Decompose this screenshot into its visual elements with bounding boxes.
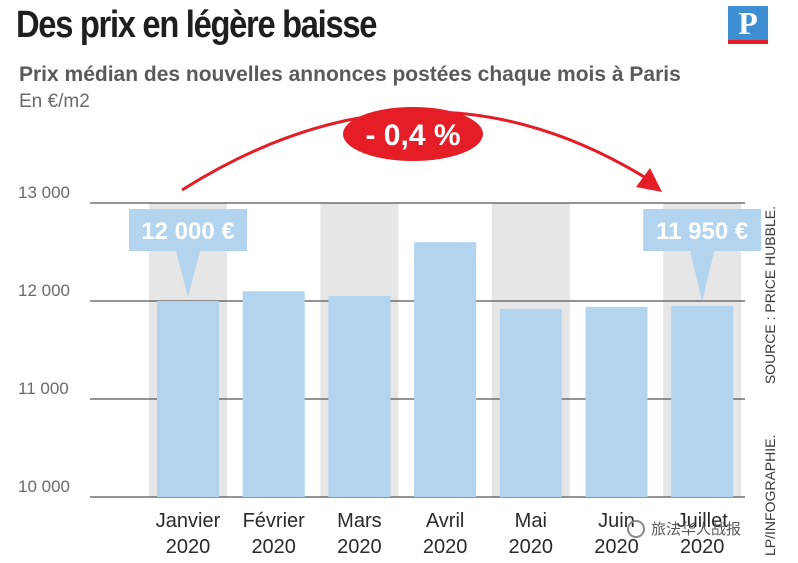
bars	[157, 242, 734, 497]
bar	[157, 301, 219, 497]
logo-letter: P	[738, 5, 758, 41]
change-badge-label: - 0,4 %	[365, 119, 460, 152]
callout-box	[643, 209, 762, 302]
wechat-icon	[627, 519, 645, 538]
callout-label: 12 000 €	[141, 218, 234, 245]
le-parisien-logo: P	[728, 6, 768, 44]
bar	[242, 291, 305, 497]
x-tick-label: Avril 2020	[423, 510, 468, 558]
x-tick-label: Mai 2020	[509, 510, 554, 558]
bar	[499, 308, 562, 497]
y-tick-label: 11 000	[18, 379, 69, 398]
credit-note: LP/INFOGRAPHIE.	[762, 434, 778, 556]
unit-label: En €/m2	[19, 91, 90, 112]
change-badge	[343, 107, 483, 161]
value-callout: 11 950 €	[643, 209, 762, 302]
x-tick-labels: Janvier 2020 Février 2020 Mars 2020 Avril 2020 M…	[156, 510, 728, 558]
bar	[671, 305, 734, 497]
side-notes: LP/INFOGRAPHIE. SOURCE : PRICE HUBBLE.	[762, 206, 778, 556]
x-tick-label: Mars 2020	[337, 510, 382, 558]
bar	[585, 306, 648, 497]
x-tick-label: Février 2020	[243, 510, 306, 558]
y-tick-label: 12 000	[18, 281, 70, 300]
change-arrow: - 0,4 %	[181, 107, 662, 192]
callout-label: 11 950 €	[656, 218, 748, 245]
value-callout: 12 000 €	[129, 209, 247, 297]
callouts: 12 000 € 11 950 €	[129, 209, 762, 302]
bar	[414, 242, 477, 497]
arrowhead	[636, 168, 662, 192]
chart-subtitle: Prix médian des nouvelles annonces posté…	[19, 63, 681, 86]
y-tick-label: 13 000	[18, 183, 70, 202]
bar	[328, 296, 391, 497]
y-tick-labels: 10 000 11 000 12 000 13 000	[18, 183, 70, 496]
x-tick-label: Janvier 2020	[156, 510, 221, 558]
x-tick-label: Juin 2020	[594, 510, 639, 558]
x-tick-label: Juillet 2020	[677, 510, 729, 558]
source-note: SOURCE : PRICE HUBBLE.	[762, 206, 778, 385]
y-tick-label: 10 000	[18, 477, 70, 496]
watermark-text: 旅法华人战报	[651, 520, 742, 538]
watermark: 旅法华人战报	[627, 518, 741, 539]
chart-title: Des prix en légère baisse	[16, 4, 377, 46]
callout-box	[129, 209, 247, 297]
